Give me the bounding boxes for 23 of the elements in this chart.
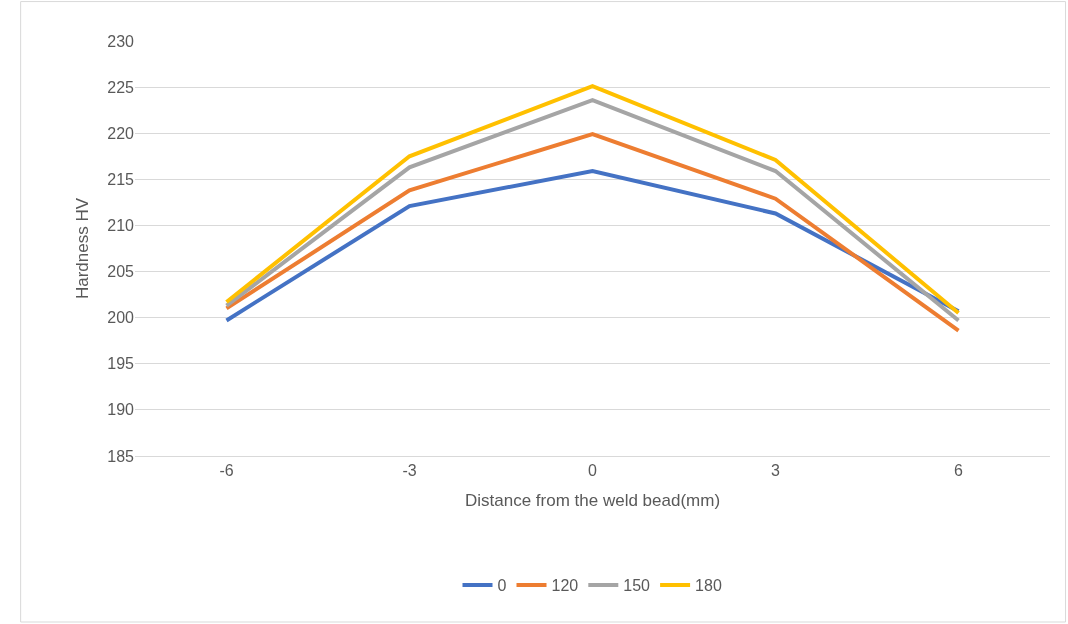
legend-label: 150 bbox=[623, 577, 651, 595]
x-axis-title: Distance from the weld bead(mm) bbox=[464, 490, 721, 510]
legend-label: 180 bbox=[695, 577, 722, 595]
x-tick-label: -6 bbox=[219, 462, 234, 480]
y-axis-title: Hardness HV bbox=[72, 197, 92, 300]
y-tick-label: 220 bbox=[107, 124, 135, 142]
y-tick-label: 230 bbox=[107, 32, 135, 50]
y-tick-label: 215 bbox=[107, 170, 135, 188]
line-series bbox=[224, 169, 961, 323]
x-tick-label: 0 bbox=[588, 462, 598, 480]
y-tick-label: 195 bbox=[107, 355, 135, 373]
x-tick-label: 3 bbox=[771, 462, 781, 480]
line-series bbox=[224, 132, 961, 333]
legend-label: 120 bbox=[551, 577, 579, 595]
y-tick-label: 210 bbox=[107, 217, 135, 235]
x-tick-label: -3 bbox=[402, 462, 417, 480]
y-tick-label: 200 bbox=[107, 309, 135, 327]
x-tick-label: 6 bbox=[954, 462, 964, 480]
y-tick-label: 190 bbox=[107, 401, 135, 419]
y-tick-label: 225 bbox=[107, 78, 135, 96]
y-tick-label: 205 bbox=[107, 263, 135, 281]
legend-label: 0 bbox=[497, 577, 507, 595]
y-tick-label: 185 bbox=[107, 447, 135, 465]
